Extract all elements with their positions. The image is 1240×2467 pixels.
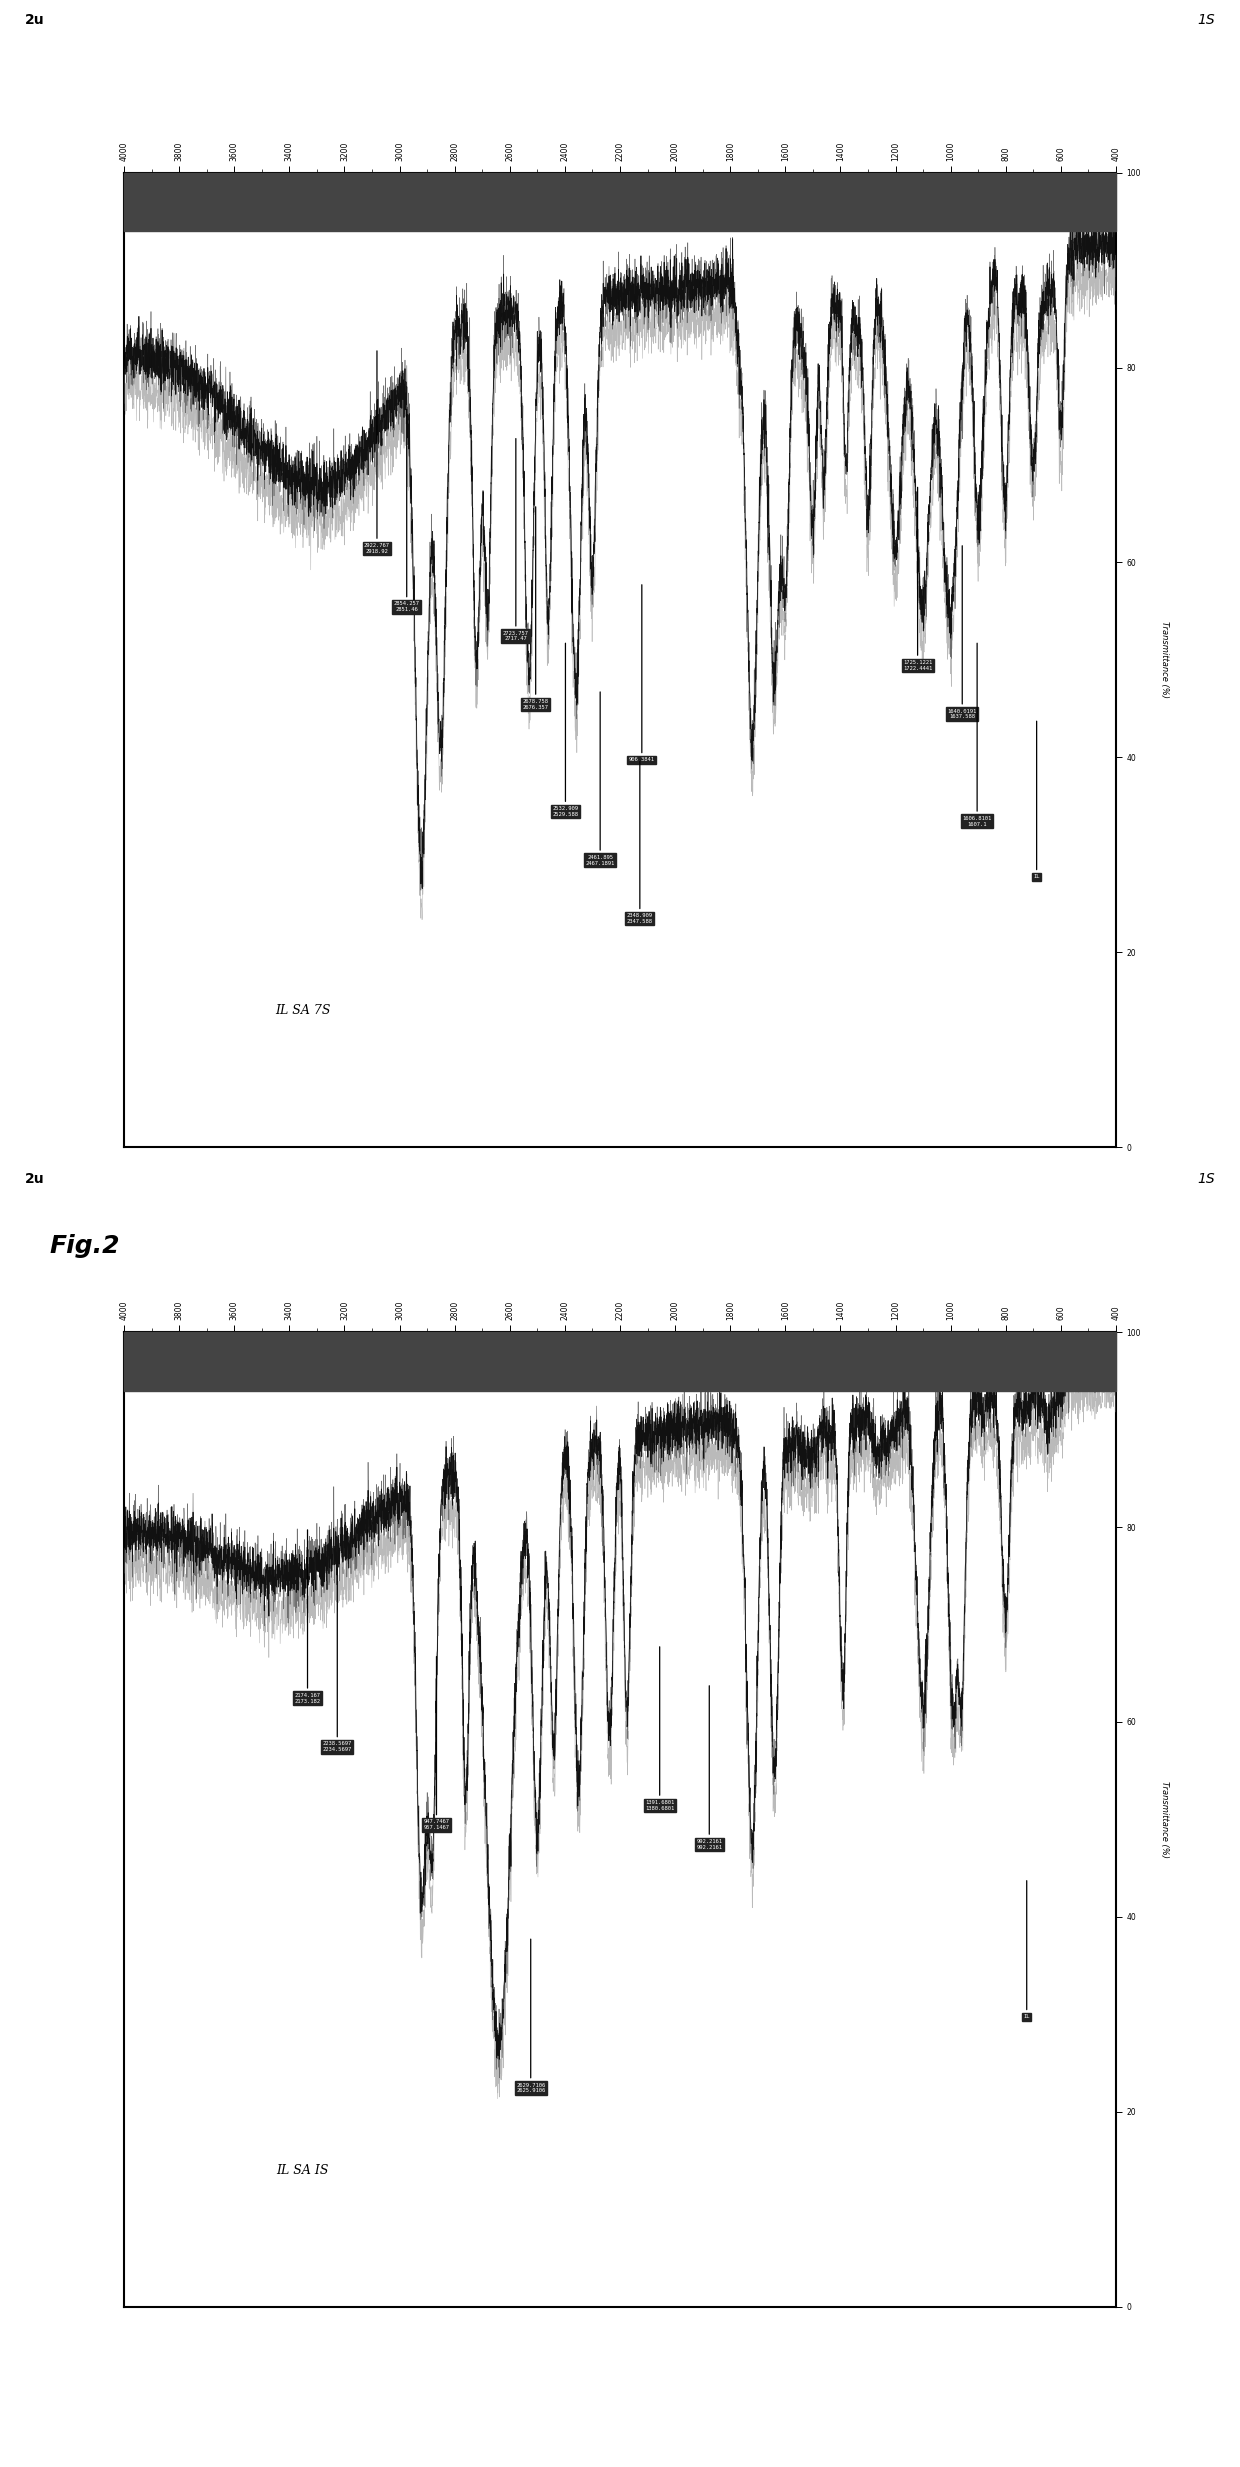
Text: 1S: 1S	[1198, 1172, 1215, 1187]
Text: 2u: 2u	[25, 1172, 45, 1187]
Text: 1606.8101
1607.1: 1606.8101 1607.1	[962, 644, 992, 826]
Text: IL SA IS: IL SA IS	[277, 2164, 329, 2176]
Text: 2461.895
2467.1891: 2461.895 2467.1891	[585, 691, 615, 866]
Text: 2532.909
2529.588: 2532.909 2529.588	[553, 644, 578, 817]
Text: 2238.5697
2234.5697: 2238.5697 2234.5697	[322, 1569, 352, 1752]
Y-axis label: Transmittance (%): Transmittance (%)	[1159, 622, 1168, 698]
Text: 2u: 2u	[25, 12, 45, 27]
Text: IL SA 7S: IL SA 7S	[275, 1004, 330, 1016]
Text: 906.3841: 906.3841	[629, 585, 655, 762]
Text: 2854.257
2851.46: 2854.257 2851.46	[394, 410, 419, 612]
Bar	[124, 173, 1116, 232]
Text: IL: IL	[1033, 720, 1040, 878]
Text: 1S: 1S	[1198, 12, 1215, 27]
Bar	[124, 1332, 1116, 1391]
Y-axis label: Transmittance (%): Transmittance (%)	[1159, 1781, 1168, 1858]
Text: 2629.7106
2625.9106: 2629.7106 2625.9106	[516, 1939, 546, 2094]
Text: 2174.167
2173.182: 2174.167 2173.182	[295, 1530, 320, 1705]
Text: 2922.767
2918.92: 2922.767 2918.92	[365, 350, 389, 553]
Text: 992.2161
992.2161: 992.2161 992.2161	[697, 1685, 722, 1850]
Text: 1725.1221
1722.4441: 1725.1221 1722.4441	[903, 488, 932, 671]
Text: 947.7467
957.1467: 947.7467 957.1467	[424, 1655, 449, 1831]
Text: 2348.909
2347.588: 2348.909 2347.588	[627, 760, 652, 925]
Text: 1391.6801
1380.6801: 1391.6801 1380.6801	[645, 1648, 675, 1811]
Text: IL: IL	[1023, 1880, 1030, 2020]
Text: 2723.757
2717.47: 2723.757 2717.47	[503, 439, 528, 641]
Text: Fig.2: Fig.2	[50, 1234, 120, 1258]
Text: 1640.0191
1637.588: 1640.0191 1637.588	[947, 545, 977, 720]
Text: 2678.758
2676.357: 2678.758 2676.357	[523, 506, 548, 710]
